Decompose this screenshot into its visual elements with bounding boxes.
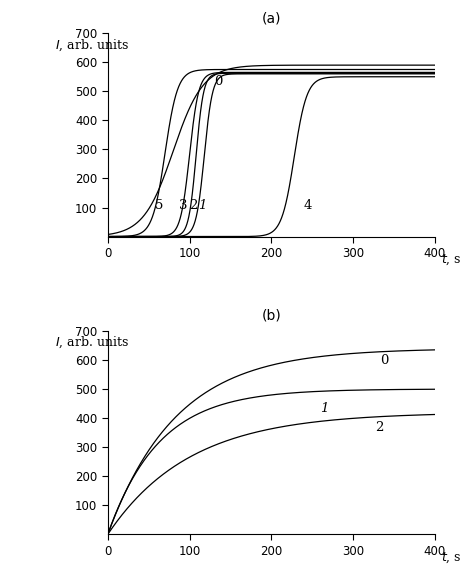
Text: 1: 1: [198, 199, 206, 212]
Text: 1: 1: [320, 402, 329, 415]
Text: 2: 2: [375, 421, 383, 434]
Text: $t$, s: $t$, s: [441, 253, 462, 267]
Text: 4: 4: [304, 199, 312, 212]
Text: 0: 0: [214, 75, 222, 88]
Text: $t$, s: $t$, s: [441, 551, 462, 565]
Text: (a): (a): [262, 11, 281, 25]
Text: 3: 3: [179, 199, 187, 212]
Text: 2: 2: [189, 199, 197, 212]
Text: $I$, arb. units: $I$, arb. units: [55, 335, 129, 350]
Text: $I$, arb. units: $I$, arb. units: [55, 37, 129, 53]
Text: 0: 0: [380, 354, 388, 367]
Text: 5: 5: [155, 199, 164, 212]
Text: (b): (b): [262, 309, 281, 323]
